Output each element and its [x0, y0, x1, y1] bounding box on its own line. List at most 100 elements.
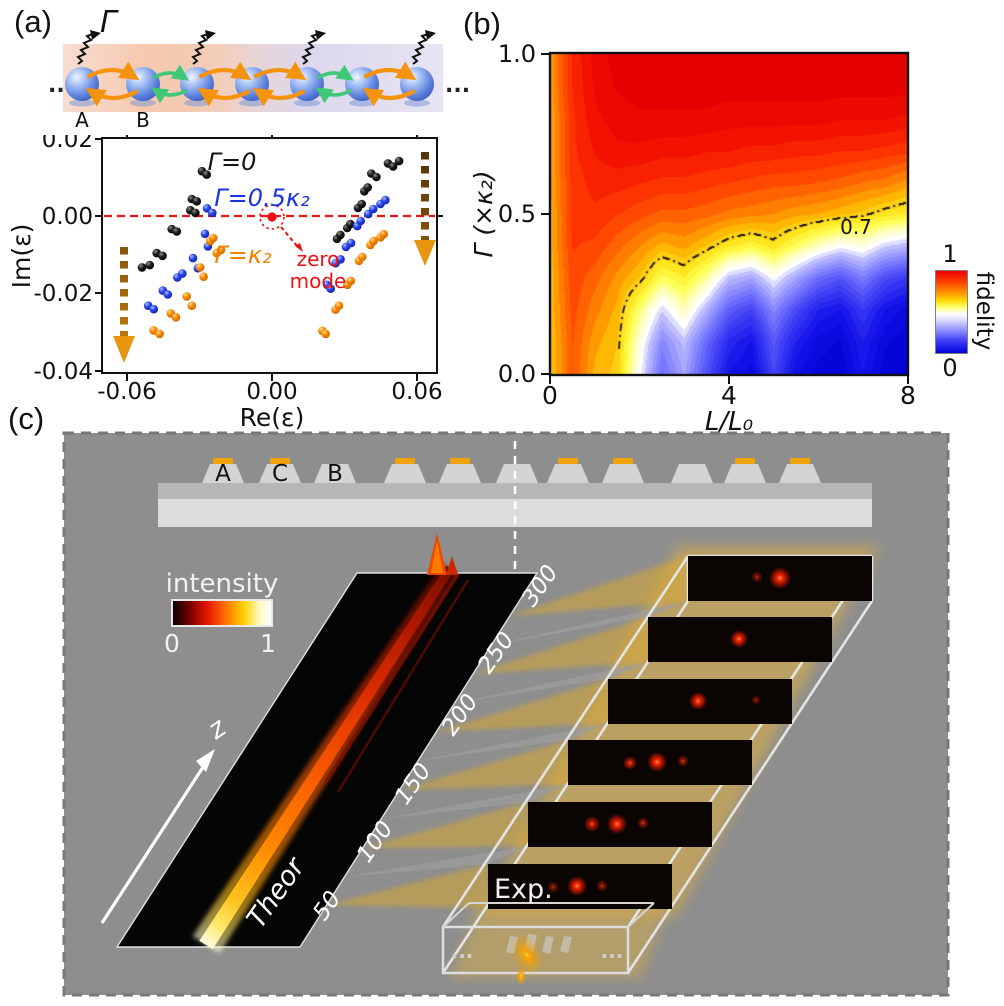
axis-ticks [95, 135, 443, 381]
intensity-label: intensity [166, 569, 279, 599]
shadow-wedges [345, 601, 688, 877]
scatter-point [326, 284, 336, 294]
scatter-point [394, 156, 404, 166]
scatter-point [202, 170, 211, 179]
scatter-point [369, 204, 378, 214]
scatter-point [145, 260, 154, 270]
xtick-n006: -0.06 [97, 379, 157, 405]
pump-cap [735, 458, 755, 464]
fidelity-colorbar [935, 270, 968, 354]
intensity-min-label: 0 [164, 629, 180, 658]
site-a-label: A [75, 108, 89, 132]
output-spot [677, 755, 689, 767]
waveguide-ridge [439, 464, 481, 483]
scatter-point [388, 162, 398, 171]
panel-a-label: (a) [14, 4, 52, 39]
scatter-point [357, 199, 367, 209]
lattice-chain-schematic: ... ... Γ A B [48, 5, 470, 132]
weak-coupling-arrow [152, 64, 190, 81]
scatter-point [346, 238, 356, 248]
xtick-000: 0.00 [246, 379, 297, 405]
ytick-00: 0.0 [498, 360, 536, 388]
colorbar-title: fidelity [971, 271, 997, 351]
output-spot [647, 752, 667, 772]
waveguide-ridge [202, 464, 244, 483]
waveguide-ridge [671, 464, 713, 483]
strong-coupling-arrow [197, 87, 251, 107]
experiment-label: Exp. [494, 874, 553, 905]
output-spot [596, 880, 608, 892]
waveguide-site-label: C [272, 461, 288, 487]
ytick-10: 1.0 [498, 40, 536, 68]
strong-coupling-arrow [253, 61, 307, 81]
waveguide-ridge [602, 464, 644, 483]
input-facet-box: ... ... [441, 902, 655, 985]
sphere-shadow [404, 99, 430, 107]
output-spot [730, 630, 748, 648]
waveguide-ridge [314, 464, 356, 483]
ytick-n004: -0.04 [33, 359, 93, 385]
strong-coupling-arrow [198, 61, 252, 81]
legend-gamma-05: Γ=0.5κ₂ [214, 184, 310, 212]
eigenvalue-scatter-plot: zero mode Γ=0 Γ=0.5κ₂ Γ=κ₂ 0.02 0.00 -0.… [7, 135, 443, 432]
scatter-point [346, 219, 355, 229]
scatter-point [346, 276, 356, 286]
strong-coupling-arrow [362, 87, 416, 107]
pump-cap [270, 458, 290, 464]
zero-mode-label-1: zero [297, 247, 340, 271]
output-spot [769, 567, 791, 589]
legend-gamma-1: Γ=κ₂ [214, 241, 272, 269]
facet-ellipsis-right: ... [601, 939, 624, 963]
fidelity-heatmap [550, 53, 908, 375]
scatter-point [178, 269, 187, 278]
weak-coupling-arrow [315, 87, 353, 104]
pump-cap [450, 458, 470, 464]
theory-propagation-map [115, 533, 539, 954]
waveguide-site-label: B [327, 461, 343, 487]
scatter-point [356, 216, 366, 226]
weak-coupling-arrow [150, 87, 188, 104]
intensity-colorbar: intensity 0 1 [164, 569, 278, 658]
output-spot [689, 692, 707, 710]
legend-gamma-0: Γ=0 [208, 148, 257, 176]
panel-b-label: (b) [463, 6, 501, 41]
output-spot [623, 756, 637, 770]
scatter-point [363, 183, 373, 192]
scatter-point [381, 195, 390, 205]
sphere-shadow [130, 99, 156, 107]
y-axis-label-a: Im(ε) [7, 224, 36, 289]
gamma-decay-label: Γ [100, 5, 119, 40]
scatter-point [216, 245, 226, 255]
waveguide-ridge [724, 464, 766, 483]
scatter-point [321, 329, 331, 339]
strong-coupling-arrow [85, 87, 139, 107]
spectral-flow-arrow-left [113, 247, 135, 363]
scatter-point [199, 272, 208, 282]
facet-ellipsis-left: ... [451, 939, 474, 963]
scatter-point [149, 304, 159, 314]
panel-c-label: (c) [8, 401, 45, 436]
scatter-point [209, 233, 218, 243]
output-spot [547, 881, 559, 893]
scatter-point [155, 329, 164, 339]
scatter-point [191, 208, 200, 218]
output-spot [567, 876, 587, 896]
waveguide-ridge [496, 464, 538, 483]
pump-cap [613, 458, 633, 464]
scatter-point [172, 227, 182, 236]
scatter-point [357, 252, 367, 262]
scatter-point [334, 301, 344, 311]
colorbar-min-label: 0 [942, 354, 958, 382]
ytick-000: 0.00 [42, 204, 93, 230]
pump-cap [558, 458, 578, 464]
scatter-point [158, 251, 167, 261]
scatter-point [163, 290, 173, 299]
output-spot [607, 814, 627, 834]
sphere-shadow [294, 99, 320, 107]
zero-mode-annotation: zero mode [259, 204, 346, 293]
strong-coupling-arrow [252, 87, 306, 107]
scatter-point [171, 313, 181, 322]
output-spot [751, 571, 763, 583]
